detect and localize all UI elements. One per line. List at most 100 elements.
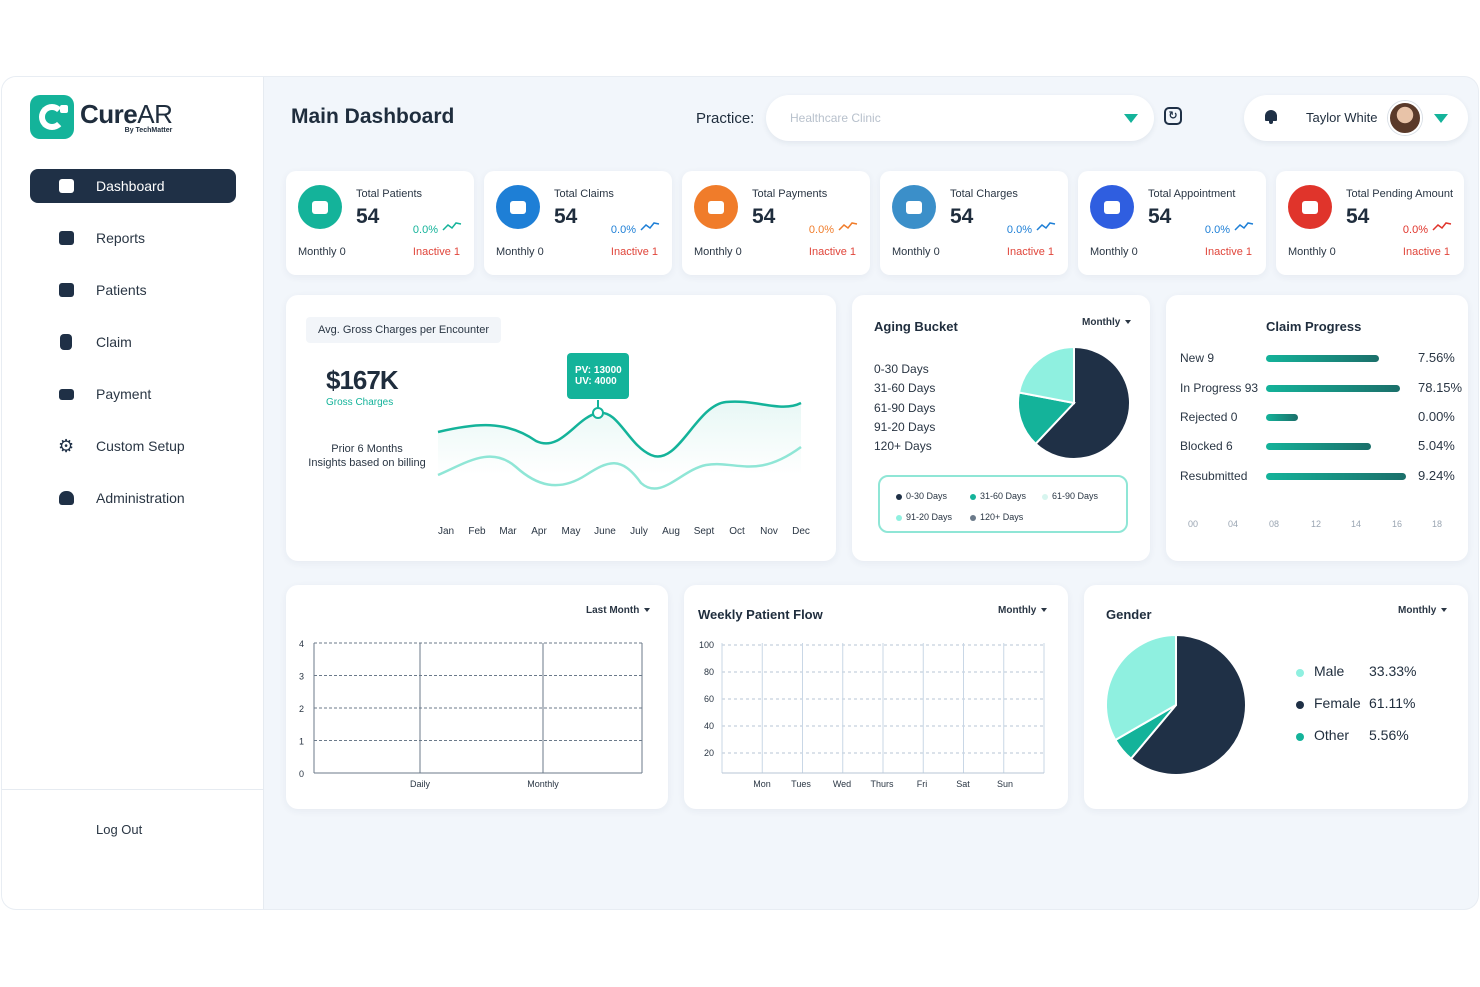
x-tick-label: 12 [1311,519,1322,529]
reports-icon [58,230,74,246]
weekly-monthly-dropdown[interactable]: Monthly [998,605,1048,616]
caret-down-icon [1441,608,1448,613]
sidebar-item-administration[interactable]: Administration [30,481,236,515]
sidebar-item-label: Claim [96,334,132,350]
claim-progress-card: Claim Progress New 9 7.56% In Progress 93 7… [1166,295,1468,561]
legend-dot [1296,669,1304,677]
dropdown-label: Monthly [1398,605,1437,616]
stat-value: 54 [950,205,974,228]
legend-dot [1296,701,1304,709]
y-tick-label: 2 [299,704,304,714]
stat-inactive: Inactive 1 [610,246,658,258]
administration-icon [58,490,74,506]
stat-icon [298,185,342,229]
stat-inactive: Inactive 1 [1204,246,1252,258]
stat-card[interactable]: Total Appointment 54 0.0% Monthly 0 Inactive… [1078,171,1266,275]
stat-inactive: Inactive 1 [412,246,460,258]
x-tick-label: Thurs [870,779,894,789]
dropdown-label: Last Month [586,605,640,616]
legend-item: 61-90 Days [1042,491,1098,501]
y-tick-label: 1 [299,737,304,747]
x-tick-label: 18 [1432,519,1443,529]
claim-progress-row: In Progress 93 78.15% [1180,379,1462,399]
stat-value: 54 [752,205,776,228]
stat-icon [1090,185,1134,229]
stat-card[interactable]: Total Pending Amount 54 0.0% Monthly 0 Inact… [1276,171,1464,275]
trend-icon [640,222,660,231]
aging-pie-slice[interactable] [1017,345,1075,405]
claim-progress-bar [1266,355,1379,362]
last-month-dropdown[interactable]: Last Month [586,605,651,616]
claim-status-name: Resubmitted [1180,469,1248,483]
stat-card[interactable]: Total Payments 54 0.0% Monthly 0 Inactive 1 [682,171,870,275]
practice-placeholder: Healthcare Clinic [790,111,881,125]
trend-icon [442,222,462,231]
y-tick-label: 3 [299,672,304,682]
stat-card[interactable]: Total Patients 54 0.0% Monthly 0 Inactive 1 [286,171,474,275]
chevron-down-icon[interactable] [1434,114,1448,123]
x-tick-label: Wed [833,779,851,789]
gender-pie-chart [1105,633,1247,776]
y-tick-label: 20 [704,748,714,758]
aging-monthly-dropdown[interactable]: Monthly [1082,317,1132,328]
avatar[interactable] [1388,101,1422,135]
aging-bucket-card: Aging Bucket Monthly 0-30 Days 31-60 Day… [852,295,1150,561]
sidebar-item-dashboard[interactable]: Dashboard [30,169,236,203]
stat-card[interactable]: Total Claims 54 0.0% Monthly 0 Inactive 1 [484,171,672,275]
sidebar-item-label: Patients [96,282,147,298]
sidebar-nav: Dashboard Reports Patients Claim Payment… [30,169,236,533]
dropdown-label: Monthly [1082,317,1121,328]
x-tick-label: Daily [410,779,431,789]
user-menu[interactable]: Taylor White [1244,95,1468,141]
stat-percent: 0.0% [808,224,834,236]
x-tick-label: Tues [791,779,811,789]
stat-percent: 0.0% [412,224,438,236]
stat-card[interactable]: Total Charges 54 0.0% Monthly 0 Inactive 1 [880,171,1068,275]
y-tick-label: 80 [704,667,714,677]
sidebar-item-payment[interactable]: Payment [30,377,236,411]
weekly-flow-chart: 100 80 60 40 20 Mon Tues Wed Thurs Fri Sat Sun [699,640,1045,789]
gender-monthly-dropdown[interactable]: Monthly [1398,605,1448,616]
logo-name-light: AR [137,98,173,129]
tooltip-point[interactable] [592,407,604,419]
refresh-icon[interactable]: ↻ [1164,107,1182,125]
month-tick-label: Mar [499,526,517,537]
stat-label: Total Charges [950,188,1018,200]
aging-pie-chart [1017,345,1131,460]
claim-status-percent: 9.24% [1418,468,1455,483]
sidebar-item-label: Custom Setup [96,438,185,454]
month-tick-label: May [562,526,581,537]
stat-icon [694,185,738,229]
month-tick-label: June [594,526,616,537]
aging-pie-slice[interactable] [1034,345,1131,460]
claim-status-name: New 9 [1180,351,1215,365]
stat-percent: 0.0% [1204,224,1230,236]
x-tick-label: 14 [1351,519,1362,529]
claim-status-percent: 0.00% [1418,409,1455,424]
practice-select[interactable]: Healthcare Clinic [766,95,1154,141]
dropdown-label: Monthly [998,605,1037,616]
sidebar-item-claim[interactable]: Claim [30,325,236,359]
activity-grid-chart: 4 3 2 1 0 Daily Monthly [299,639,643,789]
claim-icon [58,334,74,350]
logout-button[interactable]: Log Out [30,815,142,843]
gender-pie-slice[interactable] [1105,633,1177,742]
sidebar-item-custom-setup[interactable]: ⚙ Custom Setup [30,429,236,463]
sidebar-item-patients[interactable]: Patients [30,273,236,307]
aging-pie-slice[interactable] [1017,391,1076,446]
bell-icon[interactable] [1264,110,1278,124]
sidebar-item-label: Dashboard [96,178,165,194]
x-tick-label: Monthly [527,779,559,789]
trend-icon [1036,222,1056,231]
sidebar-item-reports[interactable]: Reports [30,221,236,255]
stat-label: Total Payments [752,188,828,200]
claim-progress-row: Blocked 6 5.04% [1180,437,1460,457]
claim-progress-row: New 9 7.56% [1180,349,1460,369]
gender-pct: 33.33% [1369,663,1417,679]
stat-monthly: Monthly 0 [496,246,544,258]
legend-dot [1296,733,1304,741]
claim-status-name: In Progress 93 [1180,381,1259,395]
stat-icon [1288,185,1332,229]
month-tick-label: July [630,526,648,537]
gender-pie-slice[interactable] [1129,633,1247,776]
